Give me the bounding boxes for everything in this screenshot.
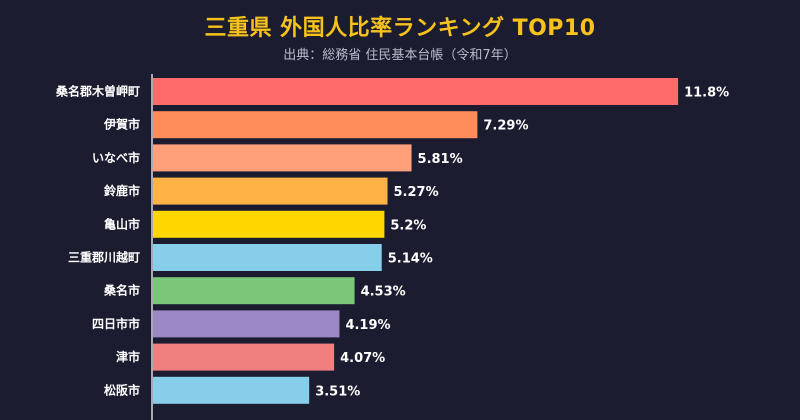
category-label: 亀山市 <box>104 216 140 231</box>
category-label: 三重郡川越町 <box>68 250 140 265</box>
category-label: いなべ市 <box>92 150 140 165</box>
bar-row: 四日市市 4.19% <box>92 310 391 338</box>
value-label: 7.29% <box>483 119 528 134</box>
bar-row: いなべ市 5.81% <box>92 144 463 172</box>
bar <box>153 210 385 238</box>
bar <box>153 78 679 105</box>
category-label: 松阪市 <box>104 382 140 397</box>
bar-row: 桑名郡木曽岬町 11.8% <box>56 78 729 105</box>
chart-title: 三重県 外国人比率ランキング TOP10 <box>204 16 596 41</box>
category-label: 鈴鹿市 <box>104 183 140 198</box>
bar <box>153 277 355 305</box>
value-label: 3.51% <box>315 384 360 399</box>
value-label: 4.07% <box>340 351 385 366</box>
bar-row: 三重郡川越町 5.14% <box>68 244 433 271</box>
value-label: 5.81% <box>418 152 463 167</box>
chart-subtitle: 出典：総務省 住民基本台帳（令和7年） <box>283 48 517 63</box>
value-label: 4.19% <box>345 318 390 333</box>
bar <box>153 310 340 338</box>
bar <box>153 144 412 172</box>
bar <box>153 376 310 404</box>
bars-group: 桑名郡木曽岬町 11.8% 伊賀市 7.29% いなべ市 5.81% 鈴鹿市 5.27% 亀山市… <box>56 78 729 404</box>
bar <box>153 343 335 371</box>
value-label: 11.8% <box>684 86 729 101</box>
value-label: 5.2% <box>390 218 426 233</box>
category-label: 伊賀市 <box>103 117 140 132</box>
value-label: 5.27% <box>394 185 439 200</box>
category-label: 桑名郡木曽岬町 <box>56 84 140 99</box>
category-label: 津市 <box>116 349 140 364</box>
bar-row: 鈴鹿市 5.27% <box>104 177 439 205</box>
bar <box>153 177 388 205</box>
value-label: 4.53% <box>361 285 406 300</box>
bar <box>153 111 478 139</box>
bar-row: 津市 4.07% <box>116 343 385 371</box>
category-label: 桑名市 <box>104 283 140 298</box>
bar-row: 桑名市 4.53% <box>104 277 406 305</box>
bar-row: 亀山市 5.2% <box>104 210 426 238</box>
bar-row: 松阪市 3.51% <box>104 376 360 404</box>
value-label: 5.14% <box>388 252 433 267</box>
bar-row: 伊賀市 7.29% <box>103 111 529 139</box>
category-label: 四日市市 <box>92 316 140 331</box>
bar <box>153 244 382 271</box>
